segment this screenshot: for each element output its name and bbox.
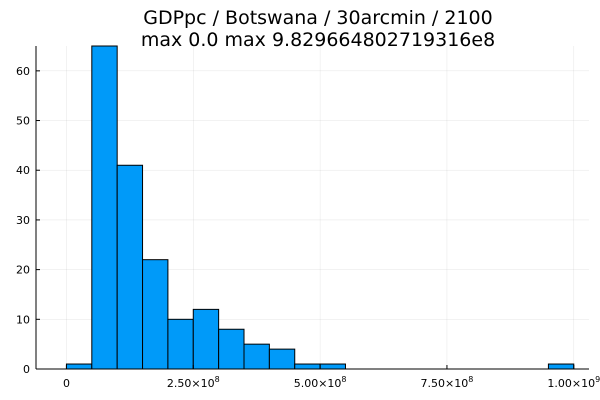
x-tick-label-2: 5.00×108 bbox=[294, 375, 347, 390]
y-tick-label-5: 50 bbox=[16, 115, 30, 128]
histogram-bar-10 bbox=[319, 363, 346, 370]
tick-labels: 0 10 20 30 40 50 60 0 2.50×108 5.00×108 7.50×108 1.… bbox=[16, 65, 600, 390]
y-tick-label-3: 30 bbox=[16, 214, 30, 227]
histogram-bar-5 bbox=[192, 308, 220, 370]
histogram-bar-3 bbox=[142, 259, 169, 370]
histogram-bar-0 bbox=[65, 363, 93, 370]
chart-title-line1: GDPpc / Botswana / 30arcmin / 2100 bbox=[143, 7, 492, 29]
axes bbox=[35, 46, 589, 370]
x-tick-label-4: 1.00×109 bbox=[547, 375, 600, 390]
chart-title-line2: max 0.0 max 9.829664802719316e8 bbox=[141, 29, 495, 51]
histogram-bar-4 bbox=[167, 318, 194, 370]
histogram-bar-7 bbox=[243, 343, 270, 370]
y-tick-label-6: 60 bbox=[16, 65, 30, 78]
histogram-bar-11 bbox=[547, 363, 575, 370]
histogram-bar-6 bbox=[218, 328, 245, 370]
histogram-bar-2 bbox=[116, 164, 144, 370]
x-tick-label-0: 0 bbox=[63, 377, 70, 390]
y-tick-label-1: 10 bbox=[16, 313, 30, 326]
y-tick-label-0: 0 bbox=[23, 363, 30, 376]
y-tick-label-4: 40 bbox=[16, 164, 30, 177]
histogram-bar-1 bbox=[91, 45, 118, 370]
bars bbox=[65, 45, 575, 370]
histogram-bar-8 bbox=[268, 348, 296, 370]
x-tick-label-1: 2.50×108 bbox=[167, 375, 220, 390]
histogram-bar-9 bbox=[294, 363, 321, 370]
y-tick-label-2: 20 bbox=[16, 264, 30, 277]
x-tick-label-3: 7.50×108 bbox=[421, 375, 474, 390]
